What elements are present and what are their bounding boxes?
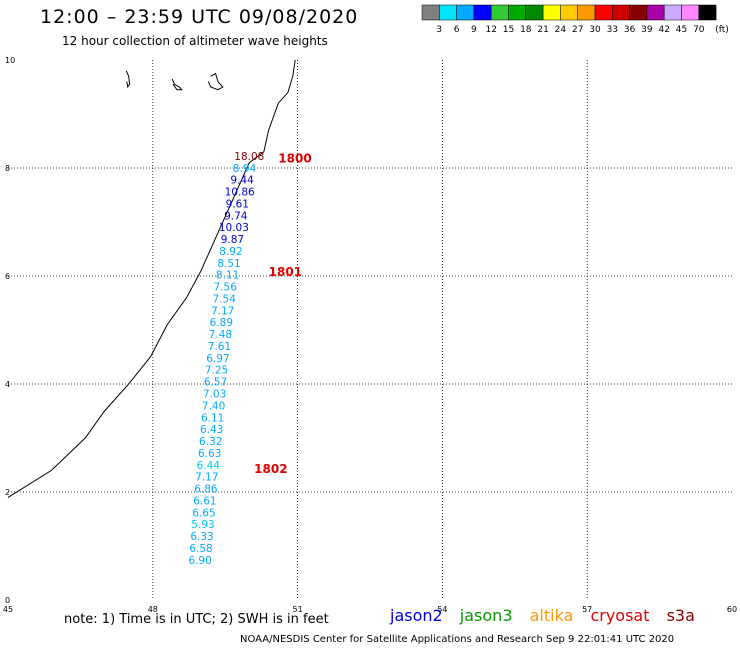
wave-height-label: 6.86: [194, 484, 218, 496]
wave-height-label: 7.40: [202, 400, 225, 412]
credit-line: NOAA/NESDIS Center for Satellite Applica…: [240, 634, 675, 645]
wave-height-label: 8.51: [217, 258, 240, 270]
wave-height-label: 9.74: [224, 210, 248, 222]
wave-height-label: 7.17: [211, 305, 234, 317]
wave-height-label: 6.32: [199, 436, 222, 448]
y-tick-label: 8: [5, 164, 10, 173]
coastline: [7, 59, 296, 498]
chart-title: 12:00 – 23:59 UTC 09/08/2020: [40, 6, 359, 28]
satellite-label-cryosat: cryosat: [590, 606, 650, 625]
y-tick-label: 2: [5, 488, 10, 497]
x-tick-label: 48: [148, 605, 158, 614]
wave-height-label: 9.44: [230, 175, 254, 187]
x-tick-label: 54: [437, 605, 447, 614]
wave-height-label: 6.43: [200, 424, 223, 436]
y-tick-label: 0: [5, 596, 10, 605]
wave-height-label: 18.08: [234, 151, 264, 163]
island-outline: [171, 78, 183, 91]
pass-time-label: 1800: [278, 152, 311, 166]
wave-height-label: 6.44: [197, 460, 221, 472]
wave-height-label: 6.97: [206, 353, 229, 365]
wave-height-label: 6.90: [188, 555, 211, 567]
footnote: note: 1) Time is in UTC; 2) SWH is in fe…: [64, 612, 329, 627]
satellite-legend: jason2 jason3 altika cryosat s3a: [390, 606, 707, 625]
wave-height-label: 9.87: [221, 234, 244, 246]
wave-height-label: 6.63: [198, 448, 221, 460]
wave-height-label: 10.03: [219, 222, 249, 234]
satellite-label-jason3: jason3: [459, 606, 513, 625]
wave-height-label: 5.93: [191, 519, 214, 531]
island-outline: [125, 70, 131, 89]
wave-height-label: 7.17: [195, 472, 218, 484]
pass-time-label: 1802: [254, 462, 287, 476]
satellite-label-jason2: jason2: [390, 606, 443, 625]
wave-height-label: 10.86: [225, 187, 255, 199]
wave-height-label: 7.56: [214, 282, 238, 294]
wave-height-label: 8.11: [216, 270, 239, 282]
satellite-label-s3a: s3a: [666, 606, 695, 625]
x-tick-label: 60: [727, 605, 737, 614]
wave-height-label: 8.92: [219, 246, 242, 258]
satellite-label-altika: altika: [529, 606, 574, 625]
wave-height-label: 7.54: [213, 293, 237, 305]
wave-height-label: 6.58: [189, 543, 212, 555]
x-tick-label: 57: [582, 605, 592, 614]
wave-height-label: 7.03: [203, 389, 226, 401]
y-tick-label: 6: [5, 272, 10, 281]
y-tick-label: 10: [5, 56, 15, 65]
wave-height-label: 6.89: [210, 317, 233, 329]
wave-height-label: 9.61: [226, 198, 249, 210]
x-tick-label: 51: [293, 605, 303, 614]
wave-height-label: 6.57: [204, 377, 227, 389]
wave-height-label: 7.48: [209, 329, 232, 341]
x-tick-label: 45: [3, 605, 13, 614]
chart-subtitle: 12 hour collection of altimeter wave hei…: [62, 34, 328, 48]
island-outline: [207, 72, 224, 91]
wave-height-label: 8.94: [233, 163, 257, 175]
wave-height-label: 6.11: [201, 412, 224, 424]
wave-height-label: 6.33: [190, 531, 213, 543]
y-tick-label: 4: [5, 380, 10, 389]
wave-height-label: 6.65: [192, 507, 215, 519]
wave-height-label: 7.25: [205, 365, 228, 377]
wave-height-label: 6.61: [193, 495, 216, 507]
pass-time-label: 1801: [269, 265, 302, 279]
wave-height-label: 7.61: [208, 341, 231, 353]
